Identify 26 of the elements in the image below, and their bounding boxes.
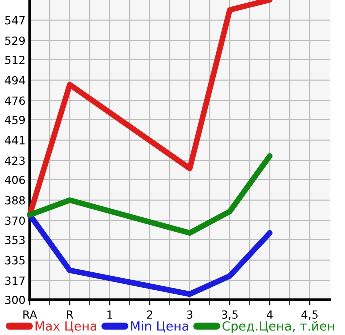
y-tick-label: 388 — [5, 196, 26, 205]
y-tick-label: 459 — [5, 116, 26, 124]
y-tick-label: 476 — [5, 96, 26, 106]
y-tick-label: 406 — [5, 176, 26, 184]
y-tick-label: 370 — [5, 216, 26, 226]
x-tick-label: 2 — [147, 310, 152, 319]
x-tick-label: 3,5 — [222, 310, 238, 320]
x-tick-label: 4,5 — [302, 310, 318, 320]
x-tick-label: 3 — [187, 310, 193, 320]
x-tick-label: RA — [24, 310, 38, 319]
y-tick-label: 547 — [5, 16, 25, 25]
y-tick-label: 317 — [5, 276, 25, 286]
y-tick-label: 335 — [5, 256, 25, 265]
y-tick-label: 529 — [5, 36, 26, 46]
y-tick-label: 441 — [5, 136, 25, 145]
legend-label: Max Цена — [36, 322, 97, 333]
y-tick-label: 353 — [5, 236, 25, 244]
x-tick-label: R — [67, 310, 74, 319]
legend-label: Min Цена — [131, 321, 188, 333]
y-tick-label: 512 — [5, 56, 25, 64]
y-tick-label: 300 — [5, 296, 26, 304]
y-tick-label: 423 — [5, 156, 25, 166]
legend-label: Сред.Цена, т.йен — [222, 321, 334, 334]
x-tick-label: 4 — [267, 310, 273, 319]
x-tick-label: 1 — [108, 310, 113, 319]
y-tick-label: 494 — [5, 76, 26, 85]
